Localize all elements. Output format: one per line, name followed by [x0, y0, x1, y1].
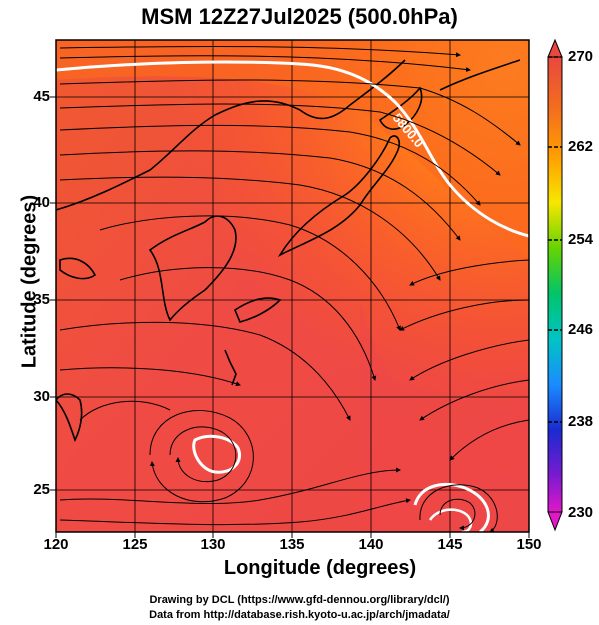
colorbar-tick-label: 254 [568, 231, 594, 248]
wind-streamlines [59, 45, 529, 532]
footer-credit: Drawing by DCL (https://www.gfd-dennou.o… [149, 594, 450, 606]
x-axis-label: Longitude (degrees) [223, 557, 417, 579]
colorbar [547, 38, 563, 532]
x-tick-label: 120 [43, 536, 69, 553]
colorbar-tick-label: 262 [568, 138, 594, 155]
y-tick-label: 35 [33, 291, 50, 308]
footer-source: Data from http://database.rish.kyoto-u.a… [149, 609, 450, 621]
colorbar-tick-label: 230 [568, 504, 594, 521]
x-tick-label: 125 [122, 536, 148, 553]
y-tick-label: 30 [33, 388, 50, 405]
y-tick-label: 45 [33, 88, 50, 105]
y-tick-label: 25 [33, 481, 50, 498]
x-tick-label: 140 [358, 536, 384, 553]
x-tick-label: 145 [437, 536, 463, 553]
colorbar-tick-label: 246 [568, 321, 594, 338]
colorbar-tick-label: 238 [568, 413, 594, 430]
x-tick-label: 150 [516, 536, 542, 553]
map-title: MSM 12Z27Jul2025 (500.0hPa) [141, 4, 458, 29]
y-tick-label: 40 [33, 194, 50, 211]
x-tick-label: 130 [200, 536, 226, 553]
temperature-field [56, 40, 529, 532]
colorbar-tick-label: 270 [568, 48, 594, 65]
height-contour-5800 [56, 60, 529, 532]
lat-lon-grid [56, 40, 529, 532]
axis-ticks [50, 96, 530, 538]
x-tick-label: 135 [279, 536, 305, 553]
